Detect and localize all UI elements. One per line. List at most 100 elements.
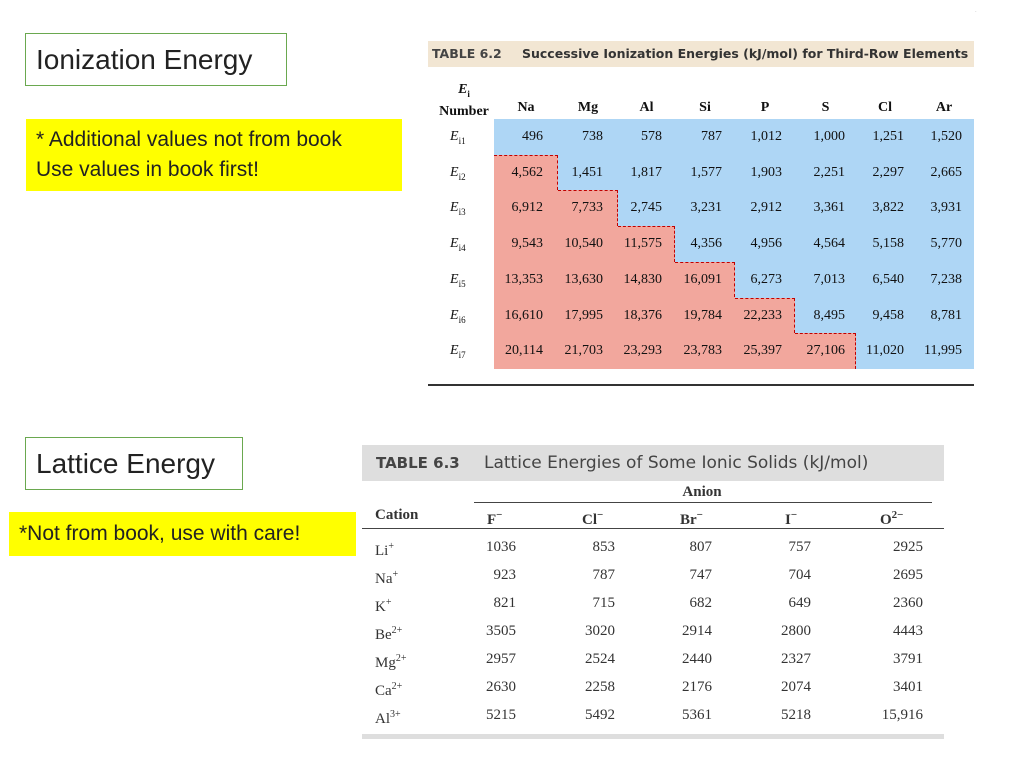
lattice-cell: 3505	[486, 623, 516, 639]
ie-cell: 20,114	[505, 343, 543, 359]
ie-cell: 738	[582, 129, 603, 144]
anion-header-br: Br−	[680, 509, 703, 528]
ie-cell: 27,106	[806, 343, 846, 359]
ie-cell: 13,353	[504, 271, 544, 287]
cation-header: Cation	[375, 507, 419, 523]
valence-shade-al	[618, 119, 675, 227]
row-label-i1: Ei1	[450, 129, 466, 146]
cation-label-be: Be2+	[375, 625, 403, 643]
lattice-cell: 2695	[893, 567, 923, 583]
ie-cell: 2,745	[630, 200, 663, 216]
anion-header-cl: Cl−	[582, 509, 604, 528]
ie-cell: 7,733	[571, 200, 604, 216]
lattice-cell: 853	[592, 539, 616, 555]
shell-divider-vertical-si	[734, 261, 735, 298]
ie-cell: 18,376	[623, 307, 663, 323]
table63-title: Lattice Energies of Some Ionic Solids (k…	[484, 453, 869, 473]
lattice-cell: 3401	[893, 679, 923, 695]
lattice-cell: 2914	[682, 623, 712, 639]
cation-label-ca: Ca2+	[375, 681, 403, 699]
core-shade-na	[494, 154, 558, 369]
ie-cell: 9,543	[511, 236, 544, 252]
shell-divider-vertical-al	[674, 226, 675, 262]
ie-cell: 2,912	[750, 200, 783, 216]
ie-cell: 11,575	[624, 236, 662, 252]
note-line-1: * Additional values not from book	[36, 128, 342, 151]
shell-divider-na	[494, 154, 558, 156]
ie-cell: 4,562	[511, 164, 544, 180]
lattice-cell: 787	[592, 567, 616, 583]
ie-cell: 4,564	[813, 236, 846, 252]
lattice-cell: 747	[689, 567, 713, 583]
lattice-cell: 2800	[781, 623, 811, 639]
lattice-cell: 2074	[781, 679, 811, 695]
row-label-i7: Ei7	[450, 343, 466, 360]
shell-divider-si	[675, 261, 735, 263]
ie-cell: 25,397	[743, 343, 783, 359]
ie-cell: 1,451	[571, 164, 604, 180]
cation-label-k: K+	[375, 597, 392, 615]
ie-cell: 6,540	[872, 271, 905, 287]
table62-number: TABLE 6.2	[432, 46, 502, 61]
lattice-cell: 923	[493, 567, 517, 583]
row-label-i2: Ei2	[450, 164, 466, 182]
lattice-cell: 2630	[486, 679, 516, 695]
ie-cell: 6,912	[511, 200, 544, 216]
shell-divider-vertical-p	[794, 297, 795, 334]
lattice-cell: 5492	[585, 707, 615, 723]
core-shade-si	[675, 261, 735, 369]
lattice-cell: 2258	[585, 679, 615, 695]
table63-caption: TABLE 6.3 Lattice Energies of Some Ionic…	[362, 445, 944, 481]
ionization-energy-label: Ionization Energy	[25, 33, 287, 86]
anion-rule	[474, 502, 932, 503]
lattice-cell: 821	[493, 595, 517, 611]
lattice-cell: 2176	[682, 679, 712, 695]
valence-shade-cl	[856, 119, 914, 369]
shell-divider-vertical-mg	[617, 190, 618, 227]
row-label-i6: Ei6	[450, 307, 466, 325]
valence-shade-p	[735, 119, 795, 298]
ie-cell: 8,781	[930, 307, 963, 323]
lattice-cell: 5215	[486, 707, 516, 723]
ie-cell: 13,630	[564, 271, 604, 287]
valence-shade-s	[795, 119, 856, 334]
table62-caption: TABLE 6.2 Successive Ionization Energies…	[428, 41, 974, 67]
column-header-al: Al	[639, 100, 654, 115]
lattice-energy-table: TABLE 6.3 Lattice Energies of Some Ionic…	[362, 445, 944, 741]
core-shade-al	[618, 226, 675, 369]
ie-cell: 17,995	[564, 307, 604, 323]
ei-subscript: i	[467, 88, 470, 99]
anion-header-o: O2−	[880, 509, 904, 528]
ie-cell: 3,822	[872, 200, 905, 216]
note-line-2: Use values in book first!	[36, 158, 259, 181]
lattice-cell: 4443	[893, 623, 923, 639]
table63-number: TABLE 6.3	[376, 454, 460, 472]
lattice-cell: 2925	[893, 539, 923, 555]
lattice-cell: 2360	[893, 595, 923, 611]
ie-cell: 7,238	[930, 271, 963, 287]
anion-header-i: I−	[785, 509, 798, 528]
column-header-cl: Cl	[878, 100, 892, 115]
anion-header: Anion	[682, 484, 722, 500]
lattice-cell: 3791	[893, 651, 923, 667]
not-from-book-note: *Not from book, use with care!	[9, 512, 356, 556]
column-header-s: S	[821, 100, 830, 115]
ie-cell: 2,665	[930, 164, 963, 180]
lattice-cell: 2524	[585, 651, 615, 667]
lattice-cell: 649	[788, 595, 812, 611]
ie-cell: 787	[701, 129, 722, 144]
lattice-cell: 15,916	[881, 707, 923, 723]
cation-label-na: Na+	[375, 569, 399, 587]
core-shade-p	[735, 297, 795, 369]
lattice-cell: 2957	[486, 651, 516, 667]
column-header-mg: Mg	[577, 100, 599, 115]
lattice-cell: 715	[592, 595, 616, 611]
ie-cell: 16,091	[683, 271, 723, 287]
table62-bottom-rule	[428, 384, 974, 386]
cation-label-li: Li+	[375, 541, 394, 559]
lattice-cell: 1036	[486, 539, 516, 555]
ie-cell: 1,817	[630, 164, 663, 180]
ie-cell: 10,540	[564, 236, 604, 252]
lattice-cell: 704	[788, 567, 812, 583]
corner-mark: .	[975, 8, 977, 14]
